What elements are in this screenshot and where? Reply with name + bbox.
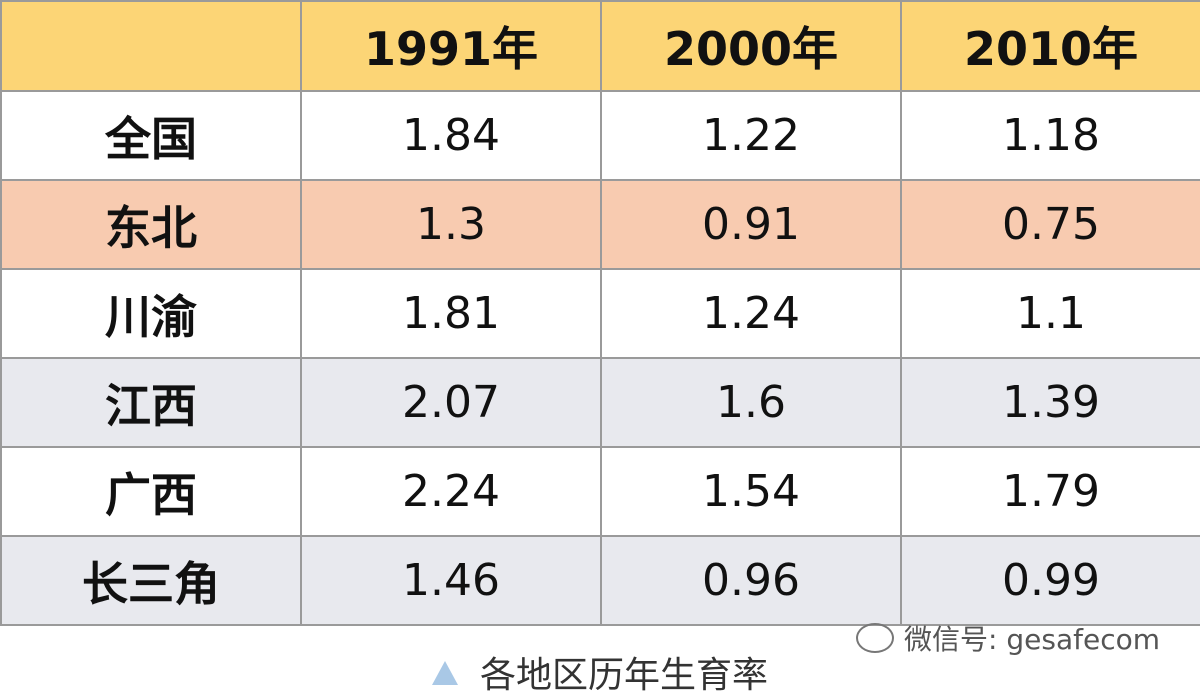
row-label: 东北 [0, 179, 302, 270]
caption-text: 各地区历年生育率 [479, 655, 768, 696]
column-header: 2000年 [600, 0, 902, 92]
row-label: 广西 [0, 446, 302, 537]
column-header: 1991年 [300, 0, 602, 92]
header-row: 1991年 2000年 2010年 [0, 0, 1200, 92]
table-row: 长三角 1.46 0.96 0.99 [0, 535, 1200, 626]
table-cell: 1.79 [900, 446, 1200, 537]
table-cell: 0.91 [600, 179, 902, 270]
table-row: 东北 1.3 0.91 0.75 [0, 179, 1200, 270]
table-cell: 1.3 [300, 179, 602, 270]
table-row: 广西 2.24 1.54 1.79 [0, 446, 1200, 537]
table-row: 江西 2.07 1.6 1.39 [0, 357, 1200, 448]
table-cell: 0.96 [600, 535, 902, 626]
row-label: 川渝 [0, 268, 302, 359]
table-cell: 0.75 [900, 179, 1200, 270]
table-cell: 1.39 [900, 357, 1200, 448]
row-label: 江西 [0, 357, 302, 448]
row-label: 长三角 [0, 535, 302, 626]
table-cell: 1.46 [300, 535, 602, 626]
data-table: 1991年 2000年 2010年 全国 1.84 1.22 1.18 东北 1.3 0.91 0… [0, 0, 1200, 626]
table-cell: 1.24 [600, 268, 902, 359]
corner-cell [0, 0, 302, 92]
table-cell: 1.22 [600, 90, 902, 181]
table-cell: 1.54 [600, 446, 902, 537]
table-cell: 1.81 [300, 268, 602, 359]
column-header: 2010年 [900, 0, 1200, 92]
table-cell: 1.84 [300, 90, 602, 181]
table-cell: 1.1 [900, 268, 1200, 359]
table-row: 全国 1.84 1.22 1.18 [0, 90, 1200, 181]
table-cell: 1.6 [600, 357, 902, 448]
table-cell: 2.24 [300, 446, 602, 537]
table-cell: 1.18 [900, 90, 1200, 181]
row-label: 全国 [0, 90, 302, 181]
caption: 各地区历年生育率 [0, 646, 1200, 698]
watermark-icon [856, 623, 895, 653]
table-cell: 0.99 [900, 535, 1200, 626]
watermark: 微信号: gesafecom [856, 618, 1160, 658]
caption-triangle [431, 661, 458, 685]
table-cell: 2.07 [300, 357, 602, 448]
watermark-text: 微信号: gesafecom [904, 623, 1160, 656]
table-row: 川渝 1.81 1.24 1.1 [0, 268, 1200, 359]
